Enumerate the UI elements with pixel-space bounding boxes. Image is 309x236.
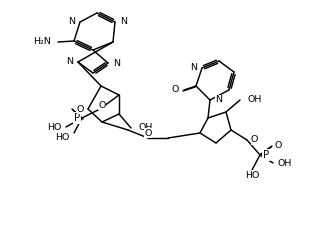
Text: HO: HO: [245, 170, 259, 180]
Text: O: O: [144, 128, 152, 138]
Text: O: O: [275, 140, 282, 149]
Text: N: N: [215, 96, 222, 105]
Text: N: N: [120, 17, 127, 26]
Text: HO: HO: [56, 132, 70, 142]
Text: H₂N: H₂N: [33, 38, 51, 46]
Text: P: P: [74, 113, 80, 123]
Text: P: P: [263, 150, 269, 160]
Text: N: N: [113, 59, 120, 67]
Text: O: O: [171, 85, 179, 94]
Text: O: O: [98, 101, 106, 110]
Text: N: N: [68, 17, 75, 26]
Text: HO: HO: [48, 122, 62, 131]
Text: OH: OH: [139, 123, 153, 132]
Text: O: O: [251, 135, 258, 144]
Text: O: O: [77, 105, 84, 114]
Text: OH: OH: [248, 96, 262, 105]
Text: N: N: [190, 63, 197, 72]
Text: OH: OH: [278, 159, 292, 168]
Text: N: N: [66, 58, 73, 67]
